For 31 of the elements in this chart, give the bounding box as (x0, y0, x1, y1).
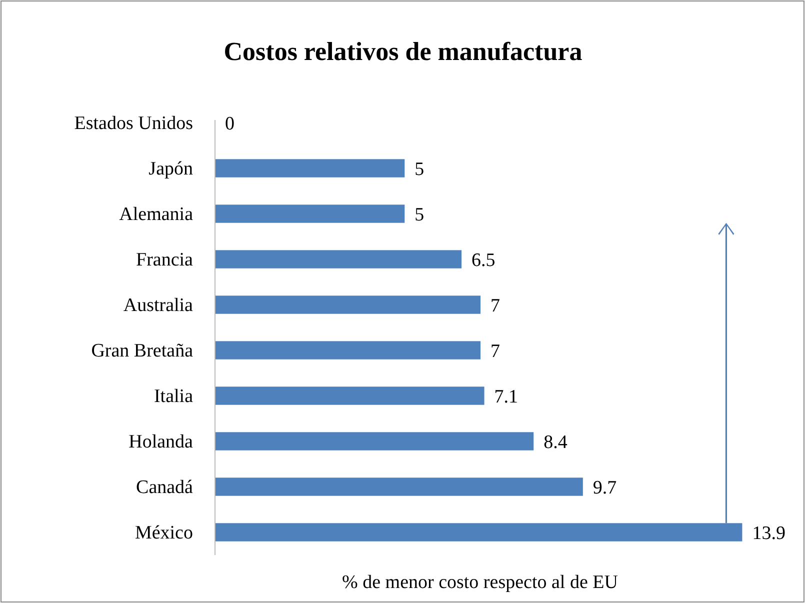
data-label: 0 (225, 113, 234, 134)
y-tick-label: Estados Unidos (74, 112, 193, 134)
chart-title: Costos relativos de manufactura (224, 37, 582, 66)
y-tick-label: Francia (136, 249, 194, 270)
data-label: 13.9 (752, 522, 786, 544)
bar (215, 250, 462, 268)
y-tick-label: Gran Bretaña (91, 340, 194, 362)
bar (215, 341, 480, 360)
y-tick-label: Japón (148, 158, 194, 180)
bar (215, 386, 484, 405)
data-label: 7.1 (494, 386, 518, 408)
bar (215, 204, 405, 223)
bar (215, 296, 480, 314)
y-tick-label: Alemania (119, 204, 194, 225)
y-tick-label: Canadá (136, 476, 194, 498)
data-label: 8.4 (544, 432, 568, 453)
data-label: 6.5 (472, 250, 496, 271)
bar (215, 523, 742, 542)
y-tick-label: México (134, 522, 193, 544)
bar (215, 478, 583, 496)
data-label: 5 (414, 204, 424, 226)
bar (215, 159, 405, 178)
data-label: 7 (490, 295, 500, 316)
x-axis-title: % de menor costo respecto al de EU (342, 572, 618, 593)
bar (215, 432, 534, 450)
y-tick-label: Australia (123, 294, 194, 316)
data-label: 7 (490, 340, 500, 362)
data-label: 9.7 (592, 477, 617, 498)
data-label: 5 (414, 158, 424, 180)
y-tick-label: Holanda (128, 431, 194, 452)
y-tick-label: Italia (154, 386, 194, 407)
